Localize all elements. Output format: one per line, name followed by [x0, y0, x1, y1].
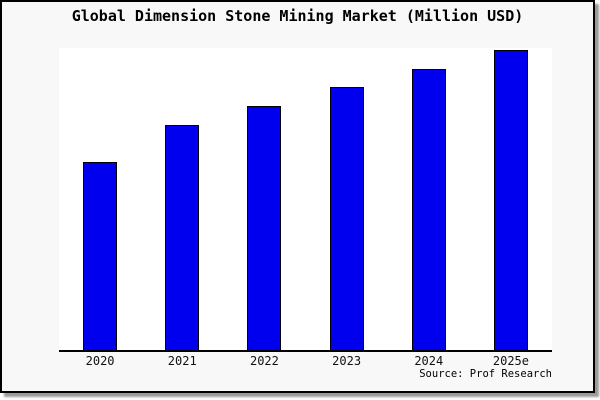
bar-2020 [83, 162, 118, 350]
bar-slot-2025e [470, 48, 552, 350]
bar-slot-2021 [141, 48, 223, 350]
bar-slot-2023 [306, 48, 388, 350]
bar-slot-2022 [223, 48, 305, 350]
chart-title: Global Dimension Stone Mining Market (Mi… [71, 7, 524, 25]
bar-slot-2024 [388, 48, 470, 350]
bar-slot-2020 [59, 48, 141, 350]
x-tick-label-2023: 2023 [332, 354, 362, 368]
plot-area [59, 48, 552, 352]
bar-2023 [329, 87, 364, 350]
x-tick-label-2025e: 2025e [492, 354, 529, 368]
source-credit: Source: Prof Research [419, 368, 552, 380]
x-tick-label-2024: 2024 [414, 354, 444, 368]
x-tick-label-2020: 2020 [85, 354, 115, 368]
x-axis-labels: 2020 2021 2022 2023 2024 2025e [59, 354, 552, 368]
x-tick-label-2022: 2022 [249, 354, 279, 368]
bar-2021 [165, 125, 200, 350]
bar-2022 [247, 106, 282, 350]
x-tick-label-2021: 2021 [167, 354, 197, 368]
bar-2024 [411, 69, 446, 350]
bar-2025e [493, 50, 528, 350]
chart-frame: Global Dimension Stone Mining Market (Mi… [0, 0, 595, 393]
